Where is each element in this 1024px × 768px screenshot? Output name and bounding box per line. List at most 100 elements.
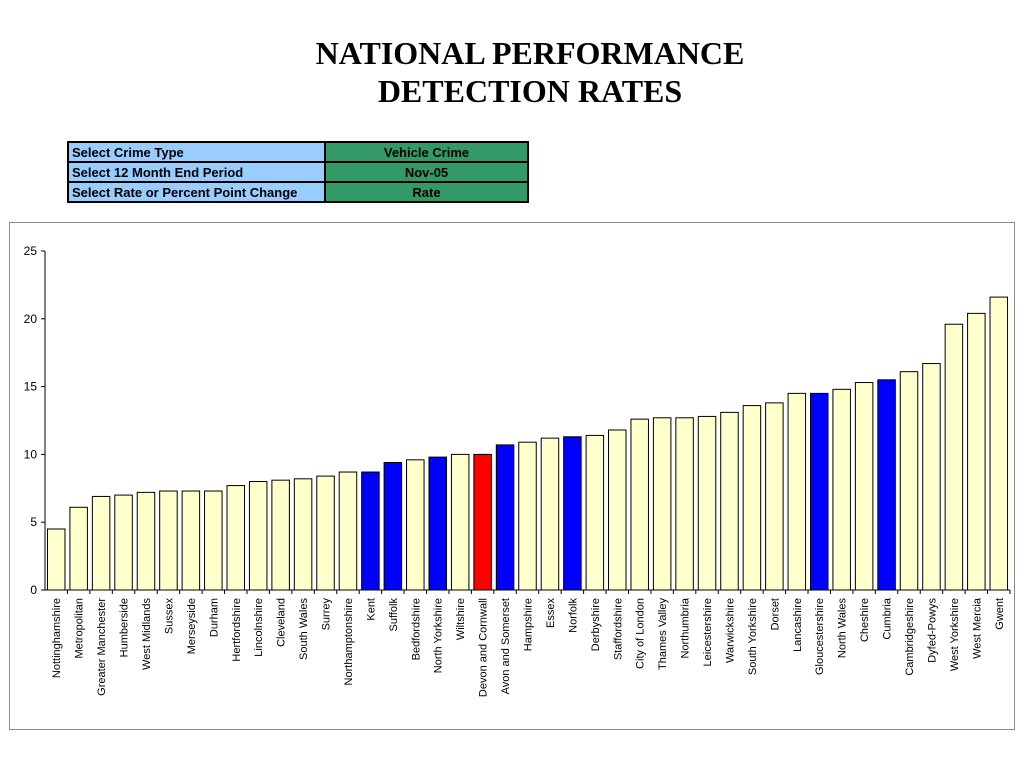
x-tick-label: Northumbria xyxy=(680,597,692,658)
x-tick-label: Essex xyxy=(545,598,557,628)
x-tick-label: West Yorkshire xyxy=(949,598,961,671)
x-tick-label: Cambridgeshire xyxy=(904,598,916,676)
x-tick-label: Avon and Somerset xyxy=(500,598,512,694)
x-tick-label: Leicestershire xyxy=(702,598,714,666)
bar-surrey xyxy=(316,475,335,591)
bar-greater-manchester xyxy=(91,495,111,591)
crime-type-label: Select Crime Type xyxy=(67,141,326,163)
crime-type-row: Select Crime Type Vehicle Crime xyxy=(67,141,529,163)
y-tick-label: 15 xyxy=(24,380,38,394)
bar-south-yorkshire xyxy=(742,405,762,591)
x-tick-label: West Mercia xyxy=(971,597,983,659)
bar-humberside xyxy=(114,494,133,591)
bar-north-wales xyxy=(832,388,851,591)
bar-lancashire xyxy=(787,392,807,591)
bar-south-wales xyxy=(293,478,313,591)
x-tick-label: City of London xyxy=(635,598,647,669)
rate-label: Select Rate or Percent Point Change xyxy=(67,181,326,203)
period-label: Select 12 Month End Period xyxy=(67,161,326,183)
x-tick-label: Hertfordshire xyxy=(231,598,243,662)
bar-thames-valley xyxy=(652,417,672,591)
bar-warwickshire xyxy=(720,411,739,591)
bar-staffordshire xyxy=(608,429,627,591)
bar-cheshire xyxy=(854,382,874,591)
x-tick-label: Northamptonshire xyxy=(343,598,355,685)
x-tick-label: Metropolitan xyxy=(74,598,86,659)
y-tick-label: 25 xyxy=(24,244,38,258)
x-tick-label: Merseyside xyxy=(186,598,198,654)
bar-north-yorkshire xyxy=(428,456,447,591)
rate-row: Select Rate or Percent Point Change Rate xyxy=(67,181,529,203)
x-tick-label: Kent xyxy=(365,598,377,621)
x-tick-label: North Yorkshire xyxy=(433,598,445,673)
bar-metropolitan xyxy=(69,506,88,591)
y-tick-label: 5 xyxy=(30,515,37,529)
bar-hampshire xyxy=(518,441,537,591)
x-tick-label: Derbyshire xyxy=(590,598,602,651)
x-tick-label: Warwickshire xyxy=(724,598,736,663)
bar-sussex xyxy=(159,490,178,591)
x-tick-label: Greater Manchester xyxy=(96,598,108,696)
chart-area: 0 5 10 15 20 25 Nottinghamshire Metropolitan Gre… xyxy=(9,222,1015,730)
bar-wiltshire xyxy=(450,453,470,591)
bar-leicestershire xyxy=(697,415,717,591)
x-tick-label: Surrey xyxy=(321,598,333,631)
y-tick-label: 20 xyxy=(24,312,38,326)
bar-cumbria xyxy=(877,379,896,591)
bar-kent xyxy=(361,471,380,591)
crime-type-select[interactable]: Vehicle Crime xyxy=(324,141,529,163)
x-tick-label: Cumbria xyxy=(882,597,894,639)
bar-city-of-london xyxy=(630,418,649,591)
selection-table: Select Crime Type Vehicle Crime Select 1… xyxy=(67,141,529,203)
bar-west-midlands xyxy=(136,491,156,591)
bar-bedfordshire xyxy=(406,459,425,591)
x-tick-label: Dyfed-Powys xyxy=(926,598,938,663)
x-tick-label: Nottinghamshire xyxy=(51,598,63,678)
bar-nottinghamshire xyxy=(46,528,66,591)
bar-northumbria xyxy=(675,417,694,591)
bar-west-mercia xyxy=(967,312,986,591)
x-tick-label: Suffolk xyxy=(388,598,400,632)
bar-cleveland xyxy=(271,479,290,591)
bar-cambridgeshire xyxy=(899,371,919,591)
bar-suffolk xyxy=(383,462,403,591)
x-tick-label: Gwent xyxy=(994,598,1006,630)
x-tick-label: Hampshire xyxy=(523,598,535,651)
bar-essex xyxy=(540,437,560,591)
bar-lincolnshire xyxy=(248,481,268,591)
x-tick-label: Thames Valley xyxy=(657,598,669,670)
x-tick-label: Devon and Cornwall xyxy=(478,598,490,697)
x-tick-label: Sussex xyxy=(163,598,175,635)
page-title: NATIONAL PERFORMANCE DETECTION RATES xyxy=(0,34,1024,110)
x-tick-label: West Midlands xyxy=(141,598,153,670)
bar-gwent xyxy=(989,296,1009,591)
bar-west-yorkshire xyxy=(944,323,964,591)
period-select[interactable]: Nov-05 xyxy=(324,161,529,183)
x-tick-label: Durham xyxy=(208,598,220,637)
bar-dorset xyxy=(765,402,784,591)
x-tick-label: Cheshire xyxy=(859,598,871,642)
rate-select[interactable]: Rate xyxy=(324,181,529,203)
period-row: Select 12 Month End Period Nov-05 xyxy=(67,161,529,183)
bar-merseyside xyxy=(181,490,201,591)
x-tick-label: Humberside xyxy=(119,598,131,657)
bar-derbyshire xyxy=(585,434,605,591)
x-tick-label: Dorset xyxy=(769,598,781,630)
y-tick-label: 0 xyxy=(30,583,37,597)
bar-devon-and-cornwall xyxy=(473,453,492,591)
title-line-2: DETECTION RATES xyxy=(377,73,683,109)
title-line-1: NATIONAL PERFORMANCE xyxy=(315,35,745,71)
x-tick-label: Lincolnshire xyxy=(253,598,265,657)
x-tick-label: Cleveland xyxy=(276,598,288,647)
x-tick-label: Lancashire xyxy=(792,598,804,652)
x-tick-label: Gloucestershire xyxy=(814,598,826,675)
bar-gloucestershire xyxy=(809,392,829,591)
x-tick-label: South Yorkshire xyxy=(747,598,759,675)
x-tick-label: Bedfordshire xyxy=(410,598,422,660)
bar-avon-and-somerset xyxy=(495,444,515,591)
detection-rate-chart: 0 5 10 15 20 25 Nottinghamshire Metropolitan Gre… xyxy=(24,244,1011,697)
bar-dyfed-powys xyxy=(922,363,941,591)
bar-hertfordshire xyxy=(226,485,246,591)
bar-norfolk xyxy=(563,436,582,591)
bar-durham xyxy=(204,490,223,591)
